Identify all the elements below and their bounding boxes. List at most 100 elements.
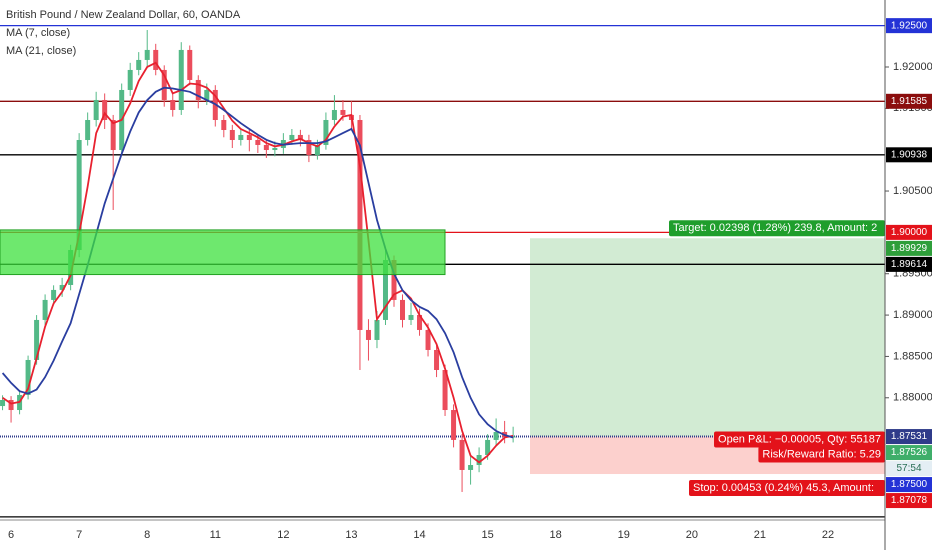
candle-body: [42, 299, 48, 320]
time-axis-bg: [0, 520, 932, 550]
price-tag: [886, 240, 932, 256]
position-label: Open P&L: −0.00005, Qty: 55187: [718, 433, 881, 445]
x-tick-label: 11: [210, 529, 221, 541]
candle-body: [76, 140, 82, 250]
legend: British Pound / New Zealand Dollar, 60, …: [6, 9, 241, 57]
price-tag-label: 1.87526: [891, 447, 928, 458]
y-tick-label: 1.92000: [893, 61, 932, 73]
price-tag: [886, 477, 932, 493]
candle-body: [374, 319, 380, 340]
y-tick-label: 1.88000: [893, 392, 932, 404]
chart-title: British Pound / New Zealand Dollar, 60, …: [6, 9, 241, 21]
candle-body: [365, 329, 371, 340]
candle-body: [85, 119, 91, 141]
y-tick-label: 1.89000: [893, 309, 932, 321]
legend-entry: MA (7, close): [6, 27, 70, 39]
price-tag: [886, 461, 932, 477]
candle-body: [51, 289, 57, 300]
support-zone: [0, 229, 446, 276]
candle-body: [204, 89, 210, 100]
candle-body: [314, 144, 320, 155]
candle-body: [0, 400, 6, 407]
position-label-box: [689, 480, 885, 497]
price-tag-label: 1.87500: [891, 479, 928, 490]
x-tick-label: 19: [618, 529, 630, 541]
candle-body: [408, 314, 414, 320]
candle-body: [306, 140, 312, 155]
price-tag-label: 1.89614: [891, 259, 928, 270]
price-tag: [886, 429, 932, 445]
plot-area: Target: 0.02398 (1.28%) 239.8, Amount: 2…: [0, 24, 885, 518]
candle-body: [110, 119, 116, 151]
price-tag-label: 1.87078: [891, 495, 928, 506]
candle-body: [357, 119, 363, 330]
candle-body: [340, 109, 346, 115]
candle-body: [289, 134, 295, 141]
candle-body: [161, 69, 167, 100]
candle-body: [391, 260, 397, 300]
position-label: Stop: 0.00453 (0.24%) 45.3, Amount:: [693, 482, 874, 494]
position-label-box: [714, 431, 885, 448]
target-zone: [530, 238, 885, 437]
position-label: Risk/Reward Ratio: 5.29: [762, 448, 881, 460]
candle-body: [136, 59, 142, 70]
candle-body: [442, 369, 448, 411]
candle-body: [476, 455, 482, 466]
price-tag-label: 1.90000: [891, 227, 928, 238]
candle-body: [153, 49, 159, 70]
price-tag-label: 57:54: [896, 463, 921, 474]
candle-body: [272, 147, 278, 151]
candle-body: [263, 144, 269, 151]
price-tag-label: 1.91585: [891, 96, 928, 107]
candle-body: [229, 130, 235, 141]
candle-body: [468, 465, 474, 470]
candle-body: [417, 314, 423, 330]
candle-body: [238, 134, 244, 141]
candle-body: [331, 109, 337, 120]
price-tag-label: 1.89929: [891, 243, 928, 254]
price-tag: [886, 493, 932, 509]
candle-body: [323, 119, 329, 145]
y-tick-label: 1.88500: [893, 350, 932, 362]
price-tag-label: 1.90938: [891, 149, 928, 160]
x-tick-label: 7: [76, 529, 82, 541]
position-label-box: [669, 220, 885, 237]
x-tick-label: 22: [822, 529, 834, 541]
price-tag: [886, 18, 932, 34]
price-tag: [886, 445, 932, 461]
price-tag: [886, 256, 932, 272]
candle-body: [451, 410, 457, 440]
candle-body: [400, 299, 406, 320]
x-tick-label: 14: [413, 529, 425, 541]
candle-body: [170, 99, 176, 110]
x-tick-label: 20: [686, 529, 698, 541]
candle-body: [8, 400, 14, 411]
candle-body: [127, 69, 133, 90]
x-tick-label: 21: [754, 529, 766, 541]
candle-body: [459, 439, 465, 470]
candle-body: [144, 49, 150, 60]
x-tick-label: 8: [144, 529, 150, 541]
candle-body: [297, 134, 303, 141]
candle-body: [382, 260, 388, 320]
candle-body: [434, 349, 440, 370]
x-tick-label: 13: [345, 529, 357, 541]
candle-body: [59, 284, 65, 290]
candle-body: [25, 359, 31, 395]
legend-entry: MA (21, close): [6, 45, 76, 57]
price-tag: [886, 93, 932, 109]
price-tag: [886, 224, 932, 240]
candle-body: [246, 134, 252, 141]
candle-body: [102, 99, 108, 120]
x-tick-label: 6: [8, 529, 14, 541]
x-tick-label: 15: [481, 529, 493, 541]
price-tag-label: 1.92500: [891, 20, 928, 31]
ma-line: [2, 61, 514, 464]
candle-body: [195, 79, 201, 100]
candle-body: [485, 439, 491, 455]
y-tick-label: 1.90500: [893, 185, 932, 197]
position-label-box: [758, 446, 885, 463]
